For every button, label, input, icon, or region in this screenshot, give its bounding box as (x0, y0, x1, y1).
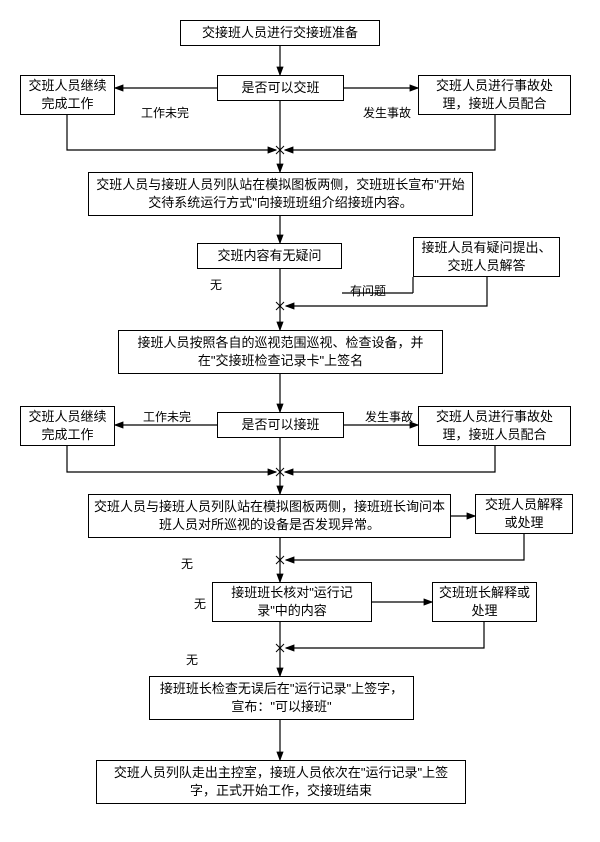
flowchart-arrows (0, 0, 600, 842)
